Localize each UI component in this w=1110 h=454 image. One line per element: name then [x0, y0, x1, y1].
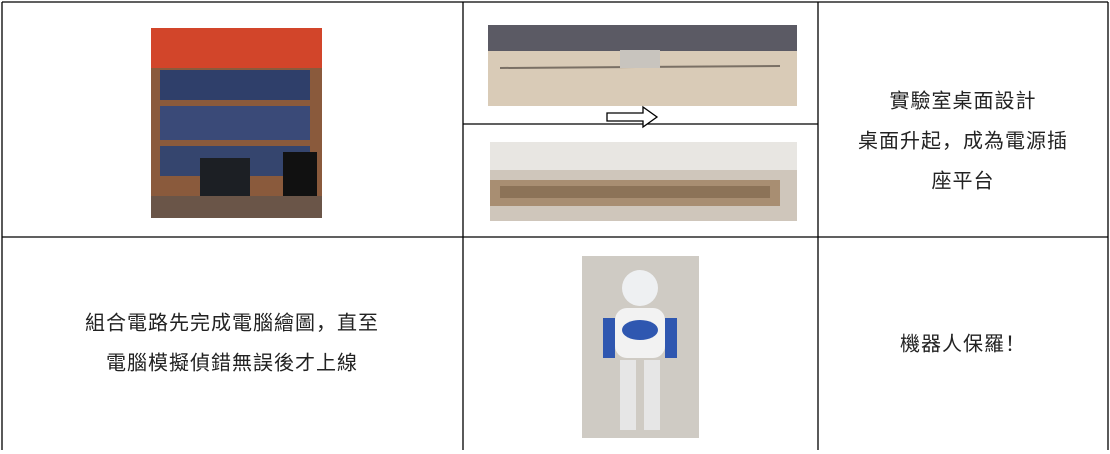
- cell-text: 組合電路先完成電腦繪圖，直至: [85, 311, 379, 335]
- cell-text: 電腦模擬偵錯無誤後才上線: [106, 351, 358, 375]
- arrow-icon: [606, 105, 659, 129]
- cell-text: 座平台: [932, 169, 995, 193]
- bench-photo-after: [490, 142, 797, 221]
- cell-text: 桌面升起，成為電源插: [858, 129, 1068, 153]
- robot-photo: [582, 256, 699, 438]
- lab-photo: [151, 28, 322, 218]
- cell-text: 機器人保羅！: [900, 332, 1026, 356]
- bench-photo-before: [488, 25, 797, 106]
- cell-text: 實驗室桌面設計: [890, 89, 1037, 113]
